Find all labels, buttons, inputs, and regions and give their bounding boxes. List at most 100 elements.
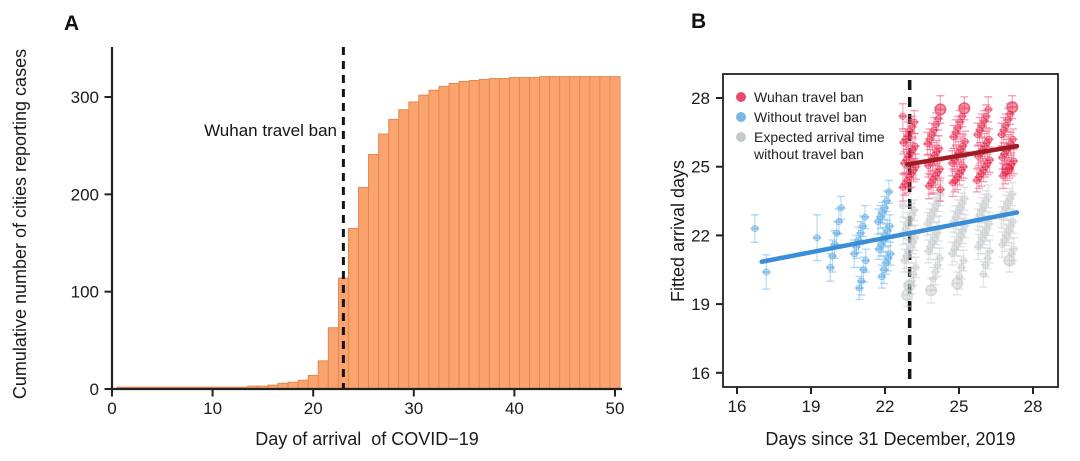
bar-day-36 [468,80,480,390]
bar-day-49 [599,76,611,390]
bar-day-21 [317,360,329,390]
scatter-point [762,268,770,276]
panel-a-y-tick-label: 100 [71,283,99,302]
legend-item-without-travel-ban: Without travel ban [736,109,926,126]
legend-label: Without travel ban [754,109,867,125]
panel-b-x-axis-title: Days since 31 December, 2019 [765,429,1016,449]
bar-day-27 [378,133,390,390]
scatter-point [826,263,834,271]
panel-a-y-tick-label: 200 [71,185,99,204]
legend-label: Wuhan travel ban [754,89,864,105]
scatter-point [850,250,858,258]
panel-b-y-tick-label: 22 [691,226,710,245]
bar-day-34 [448,82,460,390]
panel-b-y-tick-label: 19 [691,295,710,314]
bar-day-42 [529,77,541,390]
scatter-point [948,250,956,258]
scatter-point [948,159,956,167]
scatter-point [874,218,882,226]
panel-b-y-tick-label: 16 [691,364,710,383]
scatter-point [924,140,932,148]
scatter-point [855,284,863,292]
scatter-point [974,243,982,251]
bar-day-44 [549,76,561,390]
bar-day-29 [398,109,410,390]
scatter-point [949,179,957,187]
bar-day-40 [508,77,520,390]
panel-b: 16 19 22 25 28 16 19 22 25 28 [691,73,1059,416]
bar-day-35 [458,80,470,390]
scatter-point [951,277,964,290]
panel-a-y-tick-label: 0 [90,380,99,399]
panel-a-x-tick-label: 40 [505,399,524,418]
bar-day-20 [307,374,319,390]
scatter-point [875,245,883,253]
legend-label: Expected arrival time without travel ban [754,129,885,162]
trend-line-travel-ban [904,143,1020,167]
bar-day-32 [428,89,440,390]
scatter-point [973,176,981,184]
trend-line-without-ban [759,210,1020,264]
panel-a-x-tick-label: 10 [203,399,222,418]
bar-day-45 [559,76,571,390]
bar-day-26 [368,153,380,390]
wuhan-travel-ban-annotation: Wuhan travel ban [204,121,337,140]
bar-day-31 [418,94,430,390]
panel-a-bars [116,76,621,390]
scatter-point [900,257,908,265]
panel-a-x-axis-title: Day of arrival of COVID−19 [255,429,479,449]
scatter-point [899,202,907,210]
legend: Wuhan travel ban Without travel ban Expe… [736,89,926,166]
panel-a: 0 100 200 300 0 10 20 30 40 50 [71,47,624,418]
panel-a-x-tick-label: 20 [304,399,323,418]
panel-b-y-axis-title: Fitted arrival days [668,159,688,303]
bar-day-25 [358,187,370,390]
panel-b-plot-box [722,73,1059,388]
panel-b-y-tick-label: 25 [691,158,710,177]
bar-day-19 [297,379,309,390]
scatter-point [901,288,914,301]
bar-day-48 [589,76,601,390]
legend-item-wuhan-travel-ban: Wuhan travel ban [736,89,926,106]
bar-day-39 [498,78,510,390]
scatter-point [998,131,1006,139]
panel-b-y-tick-label: 28 [691,89,710,108]
scatter-point [878,273,886,281]
bar-day-24 [347,227,359,390]
scatter-point [979,270,987,278]
scatter-point [950,133,958,141]
legend-dot-expected-arrival-icon [736,132,746,142]
panel-b-x-tick-label: 22 [876,397,895,416]
bar-day-43 [539,76,551,390]
scatter-point [924,220,932,228]
bar-day-33 [438,85,450,390]
scatter-point [1003,254,1016,267]
scatter-point [751,225,759,233]
bar-day-38 [488,78,500,390]
scatter-point [998,241,1006,249]
legend-dot-wuhan-travel-ban-icon [736,92,746,102]
bar-day-41 [518,77,530,390]
series-0-points [898,95,1019,202]
panel-b-x-tick-label: 25 [950,397,969,416]
legend-dot-without-travel-ban-icon [736,112,746,122]
panel-b-x-tick-label: 19 [802,397,821,416]
scatter-point [925,182,933,190]
bar-day-30 [408,101,420,390]
bar-day-22 [327,327,339,390]
scatter-point [925,284,938,297]
bar-day-28 [388,118,400,390]
scatter-point [899,183,907,191]
panel-b-label: B [691,10,707,33]
scatter-point [899,112,907,120]
scatter-point [936,186,944,194]
panel-a-x-tick-label: 0 [107,399,116,418]
scatter-point [999,172,1007,180]
series-2-points [898,182,1019,308]
panel-a-y-axis-title: Cumulative number of cities reporting ca… [10,48,30,400]
panel-a-y-tick-label: 300 [71,88,99,107]
panel-b-x-tick-label: 28 [1024,397,1043,416]
scatter-point [813,234,821,242]
